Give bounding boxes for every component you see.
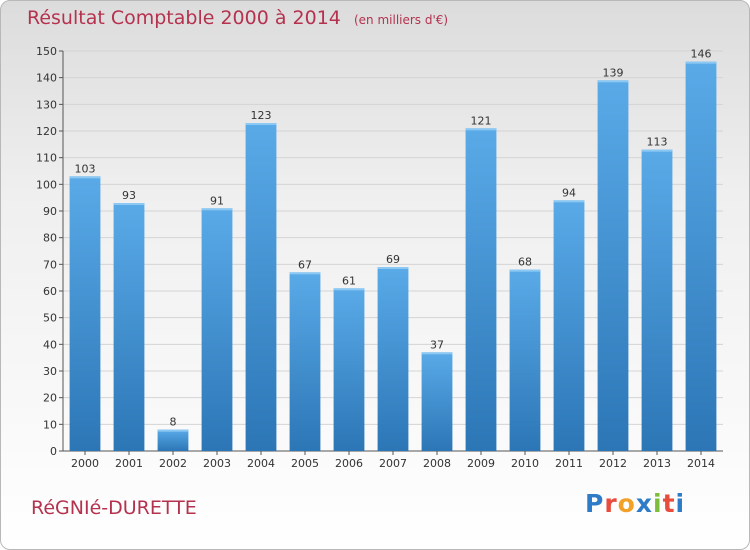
data-label-2009: 121 xyxy=(471,114,492,127)
commune-name: RéGNIé-DURETTE xyxy=(31,497,197,519)
y-tick-label: 20 xyxy=(43,392,57,405)
logo-letter: t xyxy=(662,489,676,518)
y-tick-label: 120 xyxy=(36,125,57,138)
data-label-2010: 68 xyxy=(518,256,532,269)
bar-2000 xyxy=(69,176,101,452)
x-tick-label-2011: 2011 xyxy=(555,457,583,470)
bar-highlight-2000 xyxy=(69,176,101,179)
bar-2006 xyxy=(333,288,365,451)
x-tick-label-2003: 2003 xyxy=(203,457,231,470)
bar-highlight-2012 xyxy=(597,80,629,83)
data-label-2001: 93 xyxy=(122,189,136,202)
x-tick-label-2012: 2012 xyxy=(599,457,627,470)
data-label-2008: 37 xyxy=(430,338,444,351)
bar-highlight-2005 xyxy=(289,272,321,275)
bar-highlight-2008 xyxy=(421,352,453,355)
y-tick-labels: 0 10 20 30 40 50 60 70 80 90 100 110 120 130 140 150 xyxy=(36,45,63,458)
bar-2010 xyxy=(509,269,541,451)
bar-highlight-2014 xyxy=(685,61,717,64)
chart-title: Résultat Comptable 2000 à 2014 xyxy=(27,7,341,29)
bar-highlight-2004 xyxy=(245,123,277,125)
y-tick-label: 140 xyxy=(36,72,57,85)
bar-2013 xyxy=(641,149,673,451)
logo-letter: o xyxy=(617,489,636,518)
y-tick-label: 90 xyxy=(43,205,57,218)
y-tick-label: 10 xyxy=(43,418,57,431)
bar-2008 xyxy=(421,352,453,451)
x-tick-label-2006: 2006 xyxy=(335,457,363,470)
data-label-2006: 61 xyxy=(342,274,356,287)
data-label-2005: 67 xyxy=(298,258,312,271)
x-tick-labels: 2000 2001 2002 2003 2004 2005 2006 2007 2008 2009… xyxy=(71,451,715,470)
bar-2002 xyxy=(157,429,189,451)
y-tick-label: 100 xyxy=(36,178,57,191)
x-tick-label-2001: 2001 xyxy=(115,457,143,470)
y-tick-label: 0 xyxy=(50,445,57,458)
bar-2014 xyxy=(685,61,717,452)
bar-2003 xyxy=(201,208,233,451)
x-tick-label-2002: 2002 xyxy=(159,457,187,470)
y-tick-label: 40 xyxy=(43,338,57,351)
logo-letter: r xyxy=(604,489,618,518)
data-label-2007: 69 xyxy=(386,253,400,266)
bar-highlight-2002 xyxy=(157,429,189,432)
data-label-2014: 146 xyxy=(691,48,712,61)
y-tick-label: 130 xyxy=(36,98,57,111)
bar-highlight-2011 xyxy=(553,200,585,203)
logo-letter: i xyxy=(675,489,686,518)
bar-highlight-2009 xyxy=(465,128,497,131)
y-tick-label: 70 xyxy=(43,258,57,271)
bar-2001 xyxy=(113,203,145,451)
bar-highlight-2007 xyxy=(377,267,409,269)
bar-2007 xyxy=(377,267,409,451)
data-label-2012: 139 xyxy=(603,66,624,79)
x-tick-label-2007: 2007 xyxy=(379,457,407,470)
chart-title-block: Résultat Comptable 2000 à 2014 (en milli… xyxy=(27,7,448,29)
bar-highlight-2003 xyxy=(201,208,233,211)
x-tick-label-2008: 2008 xyxy=(423,457,451,470)
chart-unit: (en milliers d'€) xyxy=(353,13,449,27)
bar-2005 xyxy=(289,272,321,451)
bar-highlight-2006 xyxy=(333,288,365,291)
x-tick-label-2013: 2013 xyxy=(643,457,671,470)
data-label-2011: 94 xyxy=(562,186,576,199)
y-tick-label: 60 xyxy=(43,285,57,298)
bars xyxy=(69,61,717,452)
bar-2011 xyxy=(553,200,585,451)
bar-highlight-2013 xyxy=(641,149,673,152)
bar-2004 xyxy=(245,123,277,451)
bar-highlight-2010 xyxy=(509,269,541,272)
x-tick-label-2000: 2000 xyxy=(71,457,99,470)
data-label-2013: 113 xyxy=(647,136,668,149)
data-label-2002: 8 xyxy=(170,416,177,429)
x-tick-label-2014: 2014 xyxy=(687,457,715,470)
data-labels: 103 93 8 91 123 67 61 69 37 121 68 94 139 113 146 xyxy=(75,48,712,429)
logo-letter: P xyxy=(585,489,605,518)
x-tick-label-2004: 2004 xyxy=(247,457,275,470)
bar-highlight-2001 xyxy=(113,203,145,205)
y-tick-label: 150 xyxy=(36,45,57,58)
x-tick-label-2010: 2010 xyxy=(511,457,539,470)
x-tick-label-2005: 2005 xyxy=(291,457,319,470)
bar-2009 xyxy=(465,128,497,451)
proxiti-logo: Proxiti xyxy=(585,489,685,518)
y-tick-label: 80 xyxy=(43,232,57,245)
data-label-2003: 91 xyxy=(210,194,224,207)
y-tick-label: 110 xyxy=(36,152,57,165)
logo-letter: i xyxy=(653,489,663,518)
data-label-2000: 103 xyxy=(75,162,96,175)
y-tick-label: 50 xyxy=(43,312,57,325)
logo-letter: x xyxy=(635,489,653,518)
bar-2012 xyxy=(597,80,629,451)
x-tick-label-2009: 2009 xyxy=(467,457,495,470)
y-tick-label: 30 xyxy=(43,365,57,378)
data-label-2004: 123 xyxy=(251,109,272,122)
